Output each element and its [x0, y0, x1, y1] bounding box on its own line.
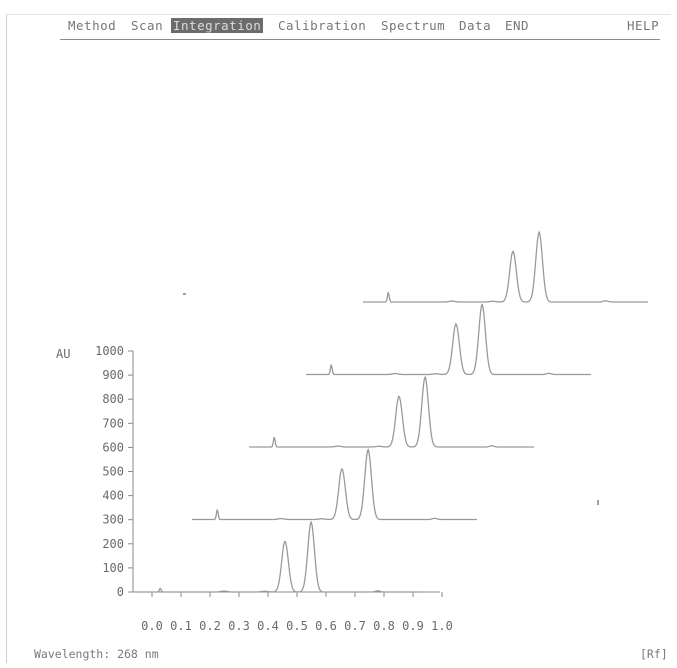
trace-peak-point — [481, 304, 483, 306]
y-tick-label: 600 — [102, 440, 124, 454]
y-tick-label: 300 — [102, 513, 124, 527]
y-tick-label: 1000 — [95, 344, 124, 358]
y-tick-label: 0 — [117, 585, 124, 599]
y-tick-label: 400 — [102, 489, 124, 503]
x-tick-label: 0.6 — [315, 619, 337, 633]
trace-peak-point — [398, 395, 400, 397]
trace-peak-point — [284, 540, 286, 542]
rf-axis-indicator: [Rf] — [640, 647, 668, 661]
trace-peak-point — [455, 323, 457, 325]
x-tick-label: 0.1 — [170, 619, 192, 633]
x-tick-label: 0.9 — [402, 619, 424, 633]
x-tick-label: 0.5 — [286, 619, 308, 633]
trace-peak-point — [367, 449, 369, 451]
y-axis-label: AU — [56, 347, 70, 361]
chromatogram-trace — [249, 375, 534, 448]
menu-spectrum[interactable]: Spectrum — [381, 18, 446, 33]
chromatogram-trace — [363, 230, 648, 303]
trace-peak-point — [387, 291, 389, 293]
trace-peak-point — [330, 364, 332, 366]
menu-calibration[interactable]: Calibration — [278, 18, 367, 33]
x-tick-label: 1.0 — [431, 619, 453, 633]
trace-peak-point — [424, 376, 426, 378]
trace-peak-point — [538, 231, 540, 233]
menu-method[interactable]: Method — [68, 18, 117, 33]
x-tick-label: 0.4 — [257, 619, 279, 633]
x-tick-label: 0.7 — [344, 619, 366, 633]
chromatogram-trace — [135, 520, 420, 593]
menu-scan[interactable]: Scan — [131, 18, 164, 33]
y-tick-label: 500 — [102, 465, 124, 479]
y-tick-label: 700 — [102, 416, 124, 430]
trace-peak-point — [216, 509, 218, 511]
trace-peak-point — [159, 587, 161, 589]
y-tick-label: 800 — [102, 392, 124, 406]
x-tick-label: 0.2 — [199, 619, 221, 633]
menu-integration[interactable]: Integration — [171, 18, 264, 33]
menu-bar: Method Scan Integration Calibration Spec… — [0, 18, 677, 42]
scan-artifact — [183, 293, 186, 295]
menu-underline — [60, 39, 660, 40]
y-tick-label: 200 — [102, 537, 124, 551]
trace-peak-point — [512, 250, 514, 252]
x-tick-label: 0.0 — [141, 619, 163, 633]
y-tick-label: 900 — [102, 368, 124, 382]
x-tick-label: 0.8 — [373, 619, 395, 633]
chromatogram-trace — [192, 448, 477, 521]
scan-artifact — [597, 500, 599, 505]
chromatogram-trace — [306, 303, 591, 376]
trace-peak-point — [273, 436, 275, 438]
wavelength-readout: Wavelength: 268 nm — [34, 647, 159, 661]
menu-end[interactable]: END — [505, 18, 530, 33]
y-tick-label: 100 — [102, 561, 124, 575]
x-tick-label: 0.3 — [228, 619, 250, 633]
menu-help[interactable]: HELP — [627, 18, 660, 33]
menu-data[interactable]: Data — [459, 18, 492, 33]
trace-peak-point — [310, 521, 312, 523]
trace-peak-point — [341, 468, 343, 470]
window-frame — [6, 14, 671, 663]
